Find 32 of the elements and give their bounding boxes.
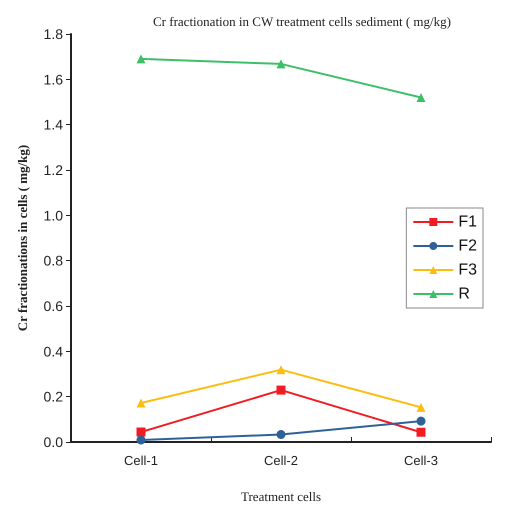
y-tick-label: 1.8	[44, 26, 64, 42]
x-tick-label: Cell-3	[404, 453, 438, 468]
y-tick-label: 0.4	[44, 343, 64, 360]
y-tick-label: 1.0	[44, 207, 64, 224]
point	[416, 416, 426, 426]
y-tick-label: 0.6	[44, 298, 64, 314]
y-tick-label: 0.8	[44, 252, 64, 269]
point	[276, 59, 286, 68]
y-axis-title: Cr fractionations in cells ( mg/kg)	[15, 144, 30, 332]
x-axis-title: Treatment cells	[240, 489, 322, 504]
y-tick-label: 0.0	[44, 434, 64, 450]
legend-label: R	[458, 286, 470, 302]
legend-label: F2	[458, 238, 478, 254]
point	[276, 365, 286, 374]
point	[416, 402, 426, 412]
legend-label: F3	[458, 262, 478, 278]
point	[276, 386, 286, 395]
y-tick-label: 1.2	[44, 162, 64, 178]
point	[416, 428, 426, 437]
point	[416, 92, 426, 102]
point	[136, 54, 146, 64]
y-tick-label: 0.2	[44, 388, 64, 405]
point	[276, 430, 286, 440]
point	[136, 398, 146, 408]
legend-label: F1	[458, 214, 478, 230]
x-tick-label: Cell-1	[124, 453, 158, 468]
point	[136, 428, 146, 437]
point	[136, 435, 146, 444]
y-tick-label: 1.6	[44, 71, 64, 88]
x-tick-label: Cell-2	[264, 453, 298, 468]
chart-title: Cr fractionation in CW treatment cells sediment ( mg/kg)	[153, 14, 451, 29]
y-tick-label: 1.4	[44, 116, 64, 133]
